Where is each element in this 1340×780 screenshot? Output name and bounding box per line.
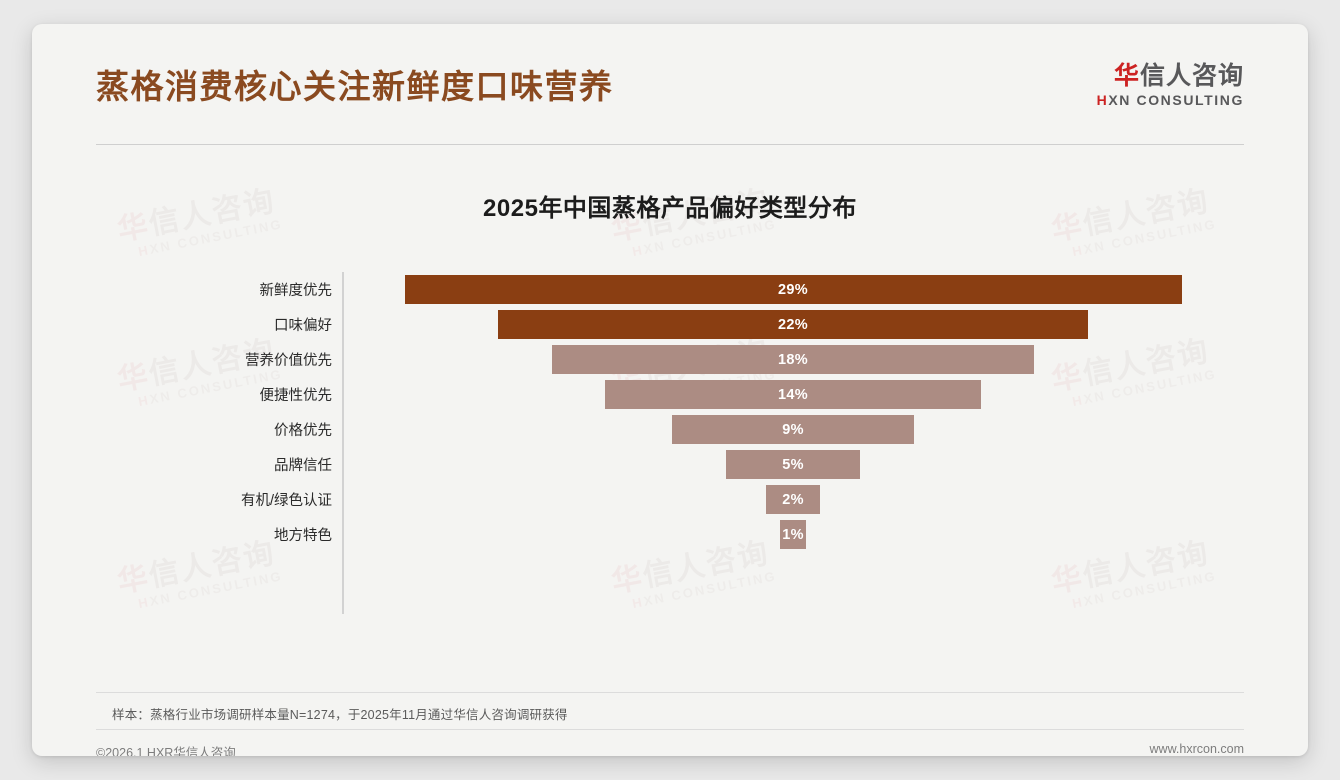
chart-container: 2025年中国蒸格产品偏好类型分布 新鲜度优先 29% 口味偏好 22% 营养价值优先 1… [96, 164, 1244, 664]
category-label: 地方特色 [274, 528, 332, 544]
chart-title: 2025年中国蒸格产品偏好类型分布 [483, 195, 857, 222]
chart-bar[interactable]: 1% [779, 520, 807, 549]
logo-en-text: HXN CONSULTING [1097, 92, 1244, 108]
source-note: 样本：蒸格行业市场调研样本量N=1274，于2025年11月通过华信人咨询调研获… [112, 708, 568, 722]
chart-bar-row: 新鲜度优先 29% [96, 272, 1244, 307]
bar-value-label: 22% [778, 316, 808, 333]
category-label: 口味偏好 [274, 318, 332, 334]
bar-value-label: 29% [778, 281, 808, 298]
chart-bar[interactable]: 14% [605, 380, 981, 409]
chart-plot-area: 新鲜度优先 29% 口味偏好 22% 营养价值优先 18% 便捷性优先 14% 价格优先 9% 品牌… [96, 272, 1244, 632]
chart-bar[interactable]: 22% [498, 310, 1088, 339]
chart-bar[interactable]: 18% [551, 345, 1035, 374]
category-label: 便捷性优先 [259, 388, 333, 404]
bar-value-label: 9% [782, 421, 804, 438]
chart-bar[interactable]: 29% [404, 275, 1182, 304]
page-title: 蒸格消费核心关注新鲜度口味营养 [96, 68, 614, 105]
logo-cn-rest: 信人咨询 [1139, 62, 1244, 90]
bar-value-label: 1% [782, 526, 804, 543]
slide-header: 蒸格消费核心关注新鲜度口味营养 华信人咨询 HXN CONSULTING [96, 60, 1244, 122]
logo-cn-accent: 华 [1113, 62, 1140, 90]
company-logo: 华信人咨询 HXN CONSULTING [1097, 63, 1244, 108]
bar-track: 1% [342, 517, 1244, 552]
bar-value-label: 14% [778, 386, 808, 403]
footnote-divider-bottom [96, 729, 1244, 730]
bar-track: 18% [342, 342, 1244, 377]
bar-track: 2% [342, 482, 1244, 517]
bar-track: 9% [342, 412, 1244, 447]
bar-value-label: 5% [782, 456, 804, 473]
chart-bar-row: 品牌信任 5% [96, 447, 1244, 482]
chart-bar[interactable]: 5% [726, 450, 860, 479]
logo-en-rest: XN CONSULTING [1108, 92, 1244, 109]
chart-bar-row: 口味偏好 22% [96, 307, 1244, 342]
chart-bar-row: 地方特色 1% [96, 517, 1244, 552]
chart-bar[interactable]: 9% [672, 415, 914, 444]
category-axis-line [342, 272, 344, 614]
category-label: 有机/绿色认证 [240, 493, 332, 509]
logo-en-accent: H [1096, 92, 1109, 109]
category-label: 价格优先 [274, 423, 332, 439]
category-label: 新鲜度优先 [259, 283, 333, 299]
bar-value-label: 2% [782, 491, 804, 508]
bar-row-list: 新鲜度优先 29% 口味偏好 22% 营养价值优先 18% 便捷性优先 14% 价格优先 9% 品牌… [96, 272, 1244, 552]
bar-track: 5% [342, 447, 1244, 482]
chart-bar[interactable]: 2% [766, 485, 820, 514]
chart-bar-row: 便捷性优先 14% [96, 377, 1244, 412]
footnote-divider-top [96, 692, 1244, 693]
slide-card: 华信人咨询 HXN CONSULTING 华信人咨询 HXN CONSULTIN… [32, 24, 1308, 756]
logo-cn-text: 华信人咨询 [1097, 63, 1244, 89]
chart-bar-row: 营养价值优先 18% [96, 342, 1244, 377]
category-label: 品牌信任 [274, 458, 332, 474]
bar-value-label: 18% [778, 351, 808, 368]
category-label: 营养价值优先 [245, 353, 332, 369]
slide-footer: ©2026.1 HXR华信人咨询 www.hxrcon.com [32, 730, 1308, 756]
header-divider [96, 144, 1244, 145]
website-url[interactable]: www.hxrcon.com [1149, 742, 1244, 756]
chart-bar-row: 有机/绿色认证 2% [96, 482, 1244, 517]
bar-track: 29% [342, 272, 1244, 307]
copyright-text: ©2026.1 HXR华信人咨询 [96, 746, 236, 756]
bar-track: 14% [342, 377, 1244, 412]
chart-bar-row: 价格优先 9% [96, 412, 1244, 447]
bar-track: 22% [342, 307, 1244, 342]
